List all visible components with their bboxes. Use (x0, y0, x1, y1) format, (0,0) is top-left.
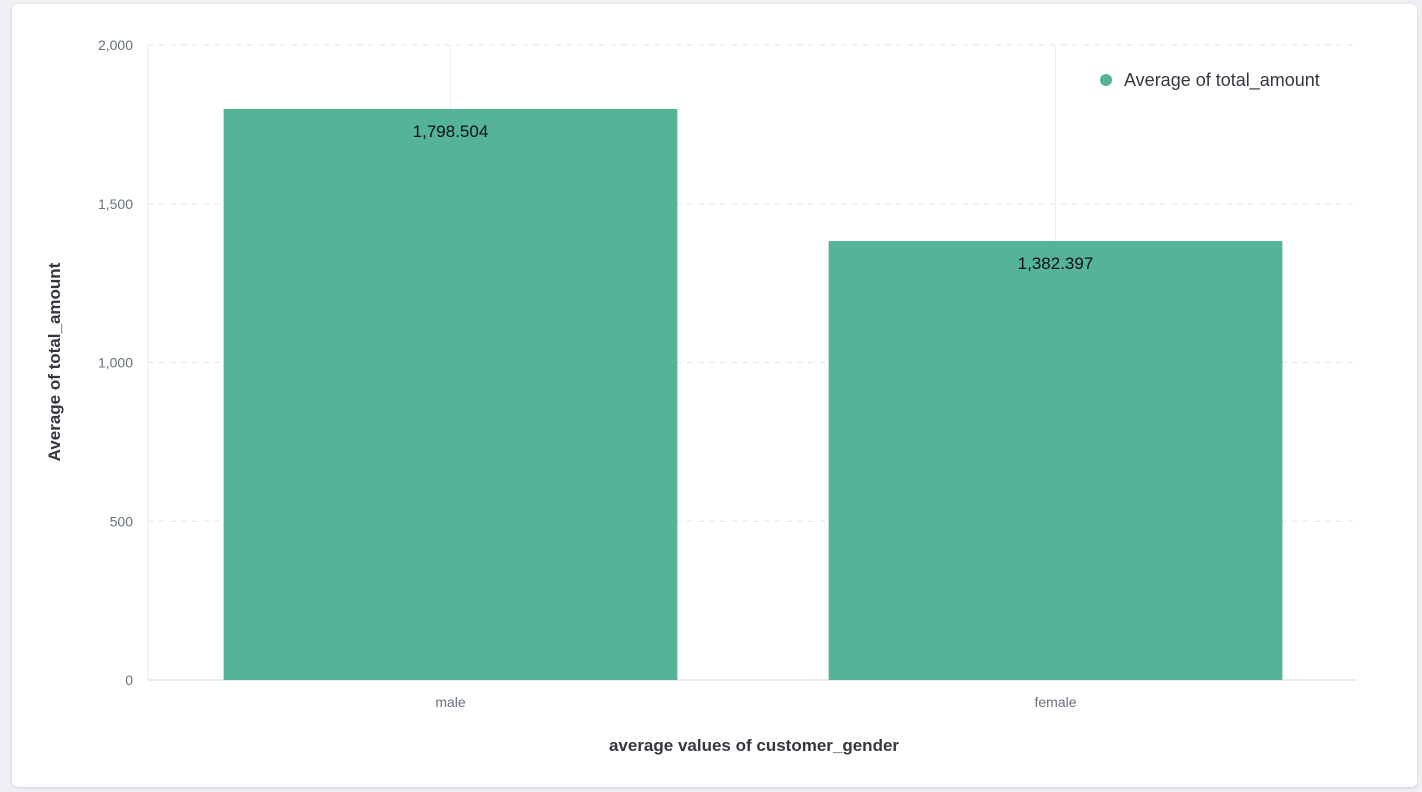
legend[interactable]: Average of total_amount (1100, 70, 1320, 91)
bars (223, 108, 1283, 681)
y-tick-label: 0 (125, 672, 133, 688)
value-labels: 1,798.504 1,382.397 (413, 122, 1094, 273)
y-tick-label: 1,500 (98, 196, 133, 212)
y-tick-label: 2,000 (98, 37, 133, 53)
bar-male[interactable] (223, 108, 678, 681)
bar-value-label: 1,382.397 (1018, 254, 1094, 273)
bar-female[interactable] (828, 241, 1283, 680)
bar-value-label: 1,798.504 (413, 122, 489, 141)
y-axis-title: Average of total_amount (45, 262, 64, 461)
x-tick-label: female (1034, 694, 1076, 710)
x-axis-title: average values of customer_gender (609, 736, 899, 755)
x-tick-label: male (435, 694, 466, 710)
legend-label: Average of total_amount (1124, 70, 1320, 91)
y-axis-ticks: 0 500 1,000 1,500 2,000 (98, 37, 133, 688)
y-tick-label: 1,000 (98, 355, 133, 371)
y-tick-label: 500 (110, 513, 134, 529)
x-axis-ticks: male female (435, 694, 1076, 710)
legend-swatch-icon (1100, 74, 1112, 86)
